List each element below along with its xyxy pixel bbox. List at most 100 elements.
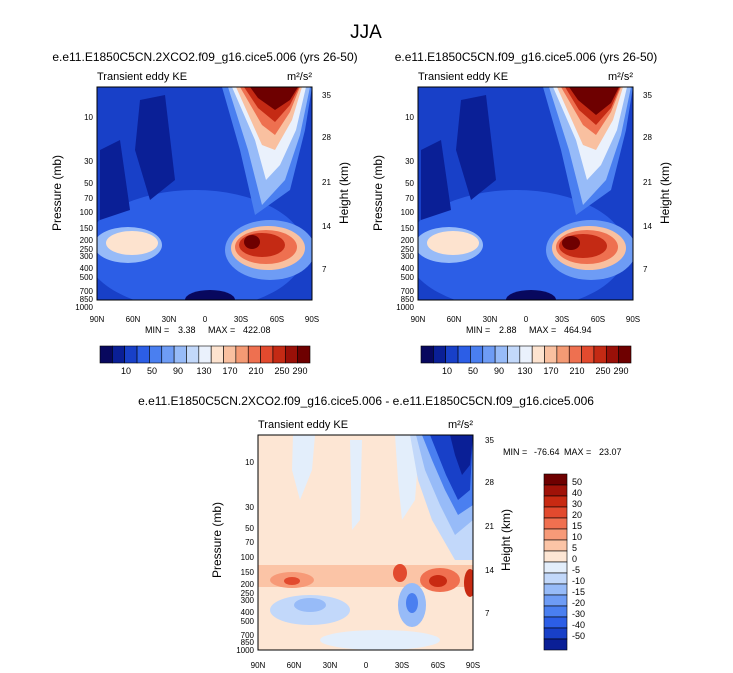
colorbar-cell bbox=[543, 638, 568, 651]
y-right-tick: 14 bbox=[322, 222, 331, 231]
field-region-positive-nh-core bbox=[284, 577, 300, 585]
colorbar-cell bbox=[543, 572, 568, 585]
y-tick: 30 bbox=[405, 157, 414, 166]
colorbar-cell bbox=[543, 583, 568, 596]
y-right-tick: 28 bbox=[485, 478, 494, 487]
colorbar-tick: 50 bbox=[468, 366, 478, 376]
colorbar-cell bbox=[543, 495, 568, 508]
colorbar-cell bbox=[136, 345, 150, 364]
x-tick-labels: 90N 60N 30N 0 30S 60S 90S bbox=[251, 661, 480, 670]
y-tick: 250 bbox=[401, 245, 415, 254]
max-value: 464.94 bbox=[564, 325, 592, 335]
y-tick: 300 bbox=[241, 596, 255, 605]
x-tick: 30S bbox=[555, 315, 569, 324]
panel-variable-label: Transient eddy KE bbox=[418, 71, 508, 83]
colorbar-tick: 290 bbox=[292, 366, 307, 376]
y-right-tick: 21 bbox=[643, 178, 652, 187]
colorbar-tick: 250 bbox=[595, 366, 610, 376]
y-tick: 700 bbox=[401, 287, 415, 296]
field-region-nh-jet-core bbox=[106, 231, 158, 255]
colorbar-tick: 30 bbox=[572, 499, 582, 509]
y-right-tick: 35 bbox=[322, 91, 331, 100]
colorbar-tick: 5 bbox=[572, 543, 577, 553]
x-tick: 60S bbox=[591, 315, 605, 324]
plot-frame bbox=[257, 434, 474, 651]
colorbar-tick: 20 bbox=[572, 510, 582, 520]
colorbar-tick-labels: 10 50 90 130 170 210 250 290 bbox=[121, 366, 308, 376]
colorbar-cell bbox=[186, 345, 200, 364]
x-tick: 60S bbox=[431, 661, 445, 670]
colorbar-cell bbox=[543, 550, 568, 563]
x-tick: 0 bbox=[364, 661, 369, 670]
min-value: -76.64 bbox=[534, 447, 560, 457]
y-axis-right-label: Height (km) bbox=[337, 162, 351, 224]
colorbar-tick: 250 bbox=[274, 366, 289, 376]
x-tick: 60N bbox=[126, 315, 141, 324]
colorbar-cell bbox=[618, 345, 632, 364]
y-tick-labels: 10 30 50 70 100 150 200 250 300 400 500 … bbox=[75, 113, 93, 312]
colorbar-tick: 170 bbox=[222, 366, 237, 376]
y-tick: 100 bbox=[241, 553, 255, 562]
y-tick: 70 bbox=[245, 538, 254, 547]
y-tick-labels: 10 30 50 70 100 150 200 250 300 400 500 … bbox=[236, 458, 254, 655]
y-tick: 850 bbox=[80, 295, 94, 304]
x-tick: 90N bbox=[411, 315, 426, 324]
x-tick: 90N bbox=[90, 315, 105, 324]
colorbar-cell bbox=[605, 345, 619, 364]
colorbar-tick: 10 bbox=[442, 366, 452, 376]
y-tick: 1000 bbox=[396, 303, 414, 312]
colorbar-cell bbox=[543, 605, 568, 618]
field-region-v-plume-core bbox=[569, 87, 619, 115]
colorbar-cell bbox=[235, 345, 249, 364]
x-tick-labels: 90N 60N 30N 0 30S 60S 90S bbox=[90, 315, 319, 324]
y-right-tick: 21 bbox=[322, 178, 331, 187]
min-value: 3.38 bbox=[178, 325, 196, 335]
min-max-readout: MIN = 3.38 MAX = 422.08 bbox=[145, 325, 271, 335]
y-tick: 200 bbox=[401, 236, 415, 245]
colorbar-cell bbox=[112, 345, 126, 364]
y-tick: 50 bbox=[245, 524, 254, 533]
max-label: MAX = bbox=[529, 325, 556, 335]
y-axis-label: Pressure (mb) bbox=[210, 502, 224, 578]
heatmap-field bbox=[418, 87, 633, 300]
colorbar-cell bbox=[124, 345, 138, 364]
min-label: MIN = bbox=[503, 447, 527, 457]
colorbar-tick: 10 bbox=[572, 532, 582, 542]
x-tick: 90S bbox=[626, 315, 640, 324]
plot-frame bbox=[417, 86, 634, 301]
field-region-positive-sh-core bbox=[429, 575, 447, 587]
y-tick: 500 bbox=[80, 273, 94, 282]
y-right-tick: 35 bbox=[485, 436, 494, 445]
colorbar-tick: 210 bbox=[248, 366, 263, 376]
field-region-lower-negative-eq-core bbox=[406, 593, 418, 613]
plot-frame bbox=[96, 86, 313, 301]
colorbar-tick: 10 bbox=[121, 366, 131, 376]
y-right-tick: 35 bbox=[643, 91, 652, 100]
y-right-tick: 7 bbox=[322, 265, 327, 274]
panel-case-title: e.e11.E1850C5CN.f09_g16.cice5.006 (yrs 2… bbox=[395, 50, 658, 64]
field-region-light-blue-column bbox=[292, 435, 315, 500]
colorbar-tick: -50 bbox=[572, 631, 585, 641]
colorbar-cell bbox=[543, 473, 568, 486]
y-tick: 500 bbox=[401, 273, 415, 282]
panel-units-label: m²/s² bbox=[608, 71, 633, 83]
y-tick: 700 bbox=[80, 287, 94, 296]
heatmap-field bbox=[258, 435, 473, 650]
colorbar-tick: 0 bbox=[572, 554, 577, 564]
y-tick: 100 bbox=[80, 208, 94, 217]
y-tick: 250 bbox=[241, 589, 255, 598]
colorbar-cell bbox=[593, 345, 607, 364]
panel-units-label: m²/s² bbox=[287, 71, 312, 83]
heatmap-field bbox=[97, 87, 312, 300]
colorbar-cell bbox=[210, 345, 224, 364]
y-tick-labels: 10 30 50 70 100 150 200 250 300 400 500 … bbox=[396, 113, 414, 312]
y-tick: 150 bbox=[401, 224, 415, 233]
colorbar-cell bbox=[420, 345, 434, 364]
max-value: 422.08 bbox=[243, 325, 271, 335]
colorbar-tick: -40 bbox=[572, 620, 585, 630]
colorbar-cell bbox=[543, 517, 568, 530]
x-tick: 30N bbox=[323, 661, 338, 670]
colorbar-cell bbox=[433, 345, 447, 364]
max-label: MAX = bbox=[564, 447, 591, 457]
